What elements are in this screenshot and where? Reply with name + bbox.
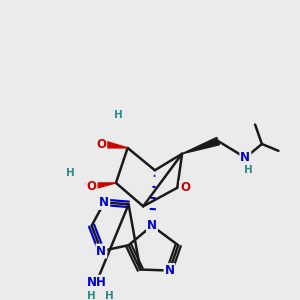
Polygon shape	[101, 140, 128, 148]
Polygon shape	[182, 137, 219, 154]
Text: NH: NH	[86, 276, 106, 289]
Text: H: H	[105, 291, 113, 300]
Text: N: N	[99, 196, 109, 209]
Polygon shape	[86, 183, 116, 191]
Text: O: O	[96, 137, 106, 151]
Text: N: N	[96, 244, 106, 258]
Text: H: H	[244, 165, 253, 175]
Text: H: H	[113, 110, 122, 120]
Text: N: N	[240, 151, 250, 164]
Text: O: O	[87, 180, 97, 193]
Text: H: H	[87, 291, 96, 300]
Text: O: O	[180, 181, 190, 194]
Text: H: H	[66, 168, 75, 178]
Text: N: N	[147, 219, 157, 232]
Text: N: N	[164, 264, 175, 277]
